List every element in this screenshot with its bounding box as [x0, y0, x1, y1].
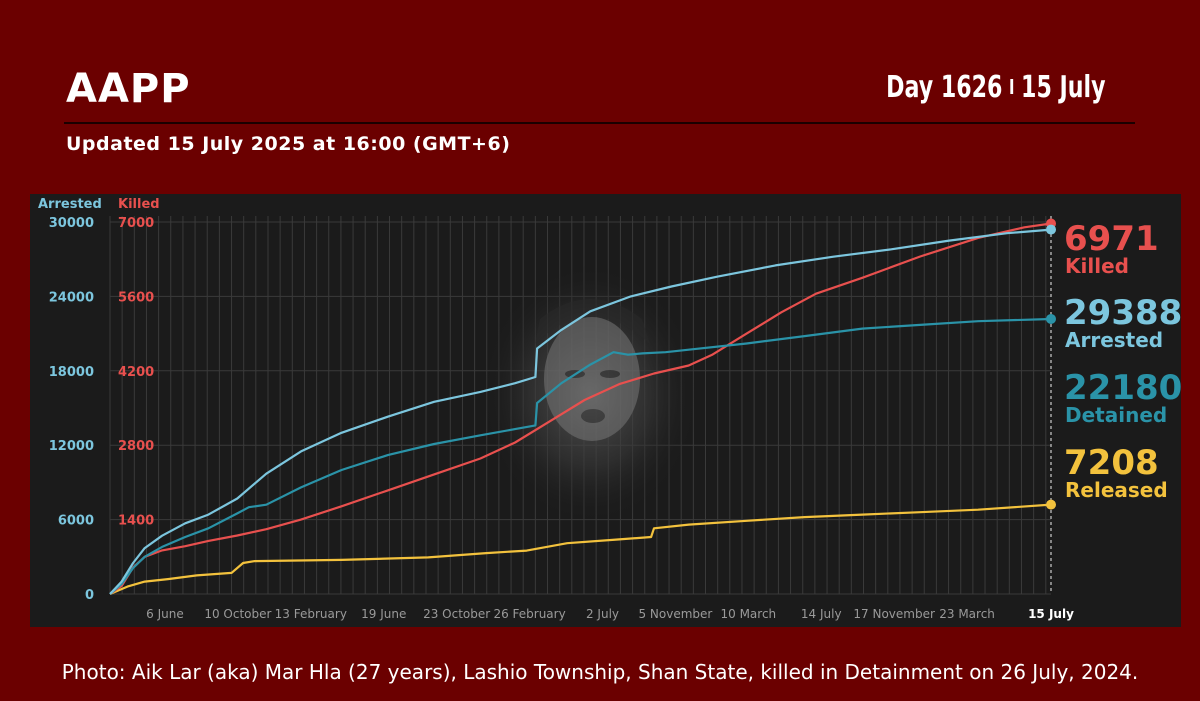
left-tick-label: 12000 — [49, 439, 94, 454]
right-tick-label: 1400 — [118, 514, 154, 529]
x-axis: 6 June 10 October 13 February 19 June 23 Oct… — [146, 607, 1074, 621]
day-counter: Day 1626 I 15 July — [887, 70, 1106, 105]
x-tick-label: 2 July — [586, 607, 619, 621]
end-value-detained: 22180 — [1064, 368, 1181, 408]
x-tick-label: 26 February — [493, 607, 565, 621]
end-label-killed: Killed — [1065, 254, 1129, 278]
right-tick-label: 7000 — [118, 216, 154, 231]
chart-grid — [109, 216, 1052, 595]
x-tick-label: 13 February — [275, 607, 347, 621]
x-tick-label: 6 June — [146, 607, 184, 621]
x-tick-label: 19 June — [361, 607, 406, 621]
updated-timestamp: Updated 15 July 2025 at 16:00 (GMT+6) — [66, 133, 511, 155]
end-value-killed: 6971 — [1064, 219, 1159, 259]
left-axis-title: Arrested — [38, 197, 102, 212]
x-tick-label: 10 October — [204, 607, 271, 621]
x-tick-label: 5 November — [638, 607, 712, 621]
end-value-released: 7208 — [1064, 443, 1159, 483]
series-endpoint-arrested — [1046, 224, 1056, 235]
end-label-released: Released — [1065, 478, 1168, 502]
right-tick-label: 2800 — [118, 439, 154, 454]
end-label-detained: Detained — [1065, 403, 1167, 427]
end-value-arrested: 29388 — [1064, 293, 1181, 333]
left-axis: 0 6000 12000 18000 24000 30000 — [49, 216, 94, 603]
left-tick-label: 24000 — [49, 290, 94, 305]
x-tick-label: 23 October — [423, 607, 490, 621]
series-line-arrested — [109, 228, 1052, 595]
x-tick-label: 14 July — [801, 607, 842, 621]
chart-series — [109, 218, 1056, 596]
date-label: 15 July — [1021, 70, 1106, 105]
series-line-detained — [109, 317, 1052, 595]
series-line-released — [109, 503, 1052, 596]
day-separator: I — [1009, 75, 1015, 99]
x-tick-label: 23 March — [939, 607, 995, 621]
left-tick-label: 0 — [85, 588, 94, 603]
right-tick-label: 5600 — [118, 290, 154, 305]
photo-caption: Photo: Aik Lar (aka) Mar Hla (27 years),… — [61, 660, 1139, 684]
right-axis: 1400 2800 4200 5600 7000 — [118, 216, 154, 529]
brand-title: AAPP — [66, 66, 191, 112]
right-tick-label: 4200 — [118, 365, 154, 380]
line-chart: 0 6000 12000 18000 24000 30000 1400 2800 4200 56… — [38, 197, 1182, 621]
header-rule — [64, 122, 1135, 124]
end-label-arrested: Arrested — [1065, 328, 1163, 352]
x-tick-label: 10 March — [720, 607, 776, 621]
left-tick-label: 6000 — [58, 514, 94, 529]
chart-panel: 0 6000 12000 18000 24000 30000 1400 2800 4200 56… — [30, 194, 1182, 627]
x-tick-label: 17 November — [853, 607, 935, 621]
right-axis-title: Killed — [118, 197, 160, 212]
left-tick-label: 18000 — [49, 365, 94, 380]
x-tick-label: 15 July — [1028, 607, 1074, 621]
series-endpoint-released — [1046, 499, 1056, 510]
left-tick-label: 30000 — [49, 216, 94, 231]
day-label: Day 1626 — [886, 70, 1003, 105]
series-line-killed — [109, 222, 1052, 595]
series-endpoint-detained — [1046, 313, 1056, 324]
